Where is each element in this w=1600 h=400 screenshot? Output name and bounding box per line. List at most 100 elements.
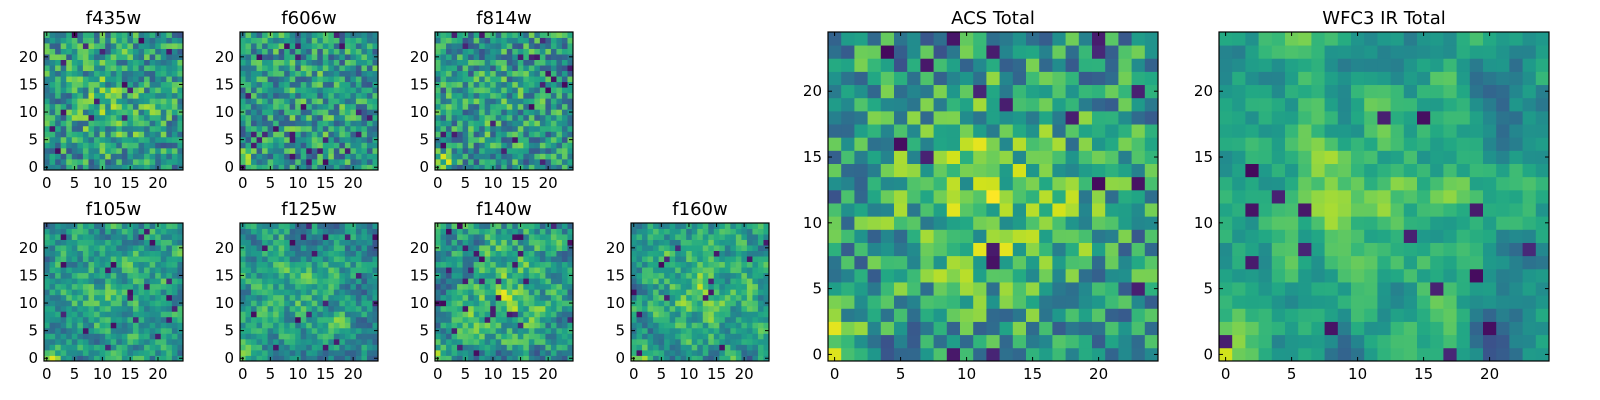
heatmap-cell (289, 59, 296, 66)
heatmap-cell (372, 349, 379, 356)
heatmap-cell (121, 120, 128, 127)
heatmap-cell (512, 228, 519, 235)
heatmap-cell (267, 103, 274, 110)
heatmap-cell (757, 239, 764, 246)
heatmap-cell (435, 98, 441, 105)
heatmap-cell (495, 147, 502, 154)
heatmap-cell (757, 305, 764, 312)
heatmap-cell (262, 147, 268, 154)
heatmap-cell (440, 131, 447, 138)
heatmap-cell (333, 103, 340, 110)
heatmap-cell (664, 283, 671, 290)
heatmap-cell (317, 311, 324, 318)
heatmap-cell (664, 305, 671, 312)
heatmap-cell (350, 261, 357, 268)
heatmap-cell (105, 327, 112, 334)
heatmap-cell (155, 234, 162, 240)
heatmap-cell (556, 147, 563, 154)
heatmap-cell (462, 267, 469, 274)
heatmap-cell (121, 305, 128, 312)
heatmap-cell (166, 261, 173, 268)
heatmap-cell (311, 239, 318, 246)
heatmap-cell (171, 256, 178, 263)
heatmap-cell (669, 245, 676, 251)
heatmap-cell (495, 136, 502, 143)
heatmap-cell (517, 305, 524, 312)
heatmap-cell (66, 250, 73, 257)
heatmap-cell (528, 316, 535, 323)
heatmap-cell (490, 250, 497, 257)
heatmap-cell (435, 87, 441, 94)
heatmap-cell (121, 322, 128, 329)
heatmap-cell (245, 228, 252, 235)
heatmap-cell (763, 250, 770, 257)
heatmap-cell (828, 189, 842, 204)
heatmap-cell (1026, 242, 1040, 257)
heatmap-cell (517, 338, 524, 345)
heatmap-cell (289, 125, 296, 132)
heatmap-cell (256, 120, 263, 127)
heatmap-cell (484, 234, 491, 240)
heatmap-cell (647, 311, 654, 318)
heatmap-cell (479, 250, 486, 257)
heatmap-cell (60, 300, 67, 307)
heatmap-cell (116, 125, 123, 132)
heatmap-cell (435, 322, 441, 329)
heatmap-cell (311, 164, 318, 171)
x-tick-label: 5 (70, 174, 80, 192)
heatmap-cell (490, 120, 497, 127)
heatmap-cell (155, 76, 162, 83)
heatmap-cell (144, 250, 151, 257)
heatmap-cell (177, 267, 184, 274)
heatmap-cell (94, 59, 100, 66)
heatmap-cell (284, 43, 291, 49)
heatmap-cell (561, 349, 568, 356)
heatmap-cell (490, 103, 497, 110)
heatmap-cell (523, 142, 530, 149)
heatmap-cells (435, 223, 574, 362)
heatmap-cell (350, 131, 357, 138)
heatmap-cell (462, 92, 469, 99)
heatmap-cell (256, 87, 263, 94)
heatmap-cell (138, 239, 145, 246)
heatmap-cell (355, 54, 362, 60)
heatmap-cell (440, 305, 447, 312)
heatmap-cell (82, 98, 89, 105)
heatmap-cell (446, 256, 452, 263)
heatmap-cell (545, 43, 552, 49)
heatmap-cell (435, 125, 441, 132)
y-tick-label: 20 (19, 48, 38, 66)
heatmap-cell (262, 245, 268, 251)
heatmap-cell (149, 311, 156, 318)
heatmap-cell (273, 223, 280, 229)
heatmap-cell (317, 355, 324, 362)
heatmap-cell (675, 239, 682, 246)
heatmap-cell (669, 311, 676, 318)
heatmap-cell (311, 70, 318, 77)
heatmap-cell (446, 70, 452, 77)
heatmap-cell (66, 355, 73, 362)
heatmap-cell (495, 131, 502, 138)
heatmap-cell (440, 147, 447, 154)
heatmap-cell (462, 239, 469, 246)
heatmap-cell (752, 344, 759, 351)
heatmap-cell (556, 98, 563, 105)
heatmap-cell (99, 43, 106, 49)
heatmap-cell (71, 109, 78, 116)
heatmap-cell (691, 256, 698, 263)
heatmap-cell (713, 239, 720, 246)
heatmap-cell (675, 338, 682, 345)
heatmap-cell (973, 163, 987, 178)
heatmap-cell (116, 32, 123, 38)
heatmap-cell (523, 300, 530, 307)
heatmap-cell (339, 103, 346, 110)
heatmap-cell (907, 295, 921, 309)
heatmap-cell (155, 43, 162, 49)
heatmap-cell (528, 136, 535, 143)
heatmap-cell (647, 228, 654, 235)
heatmap-cell (344, 48, 351, 55)
heatmap-cell (550, 239, 557, 246)
heatmap-cell (344, 114, 351, 121)
heatmap-cell (77, 131, 84, 138)
heatmap-cell (1039, 282, 1053, 296)
